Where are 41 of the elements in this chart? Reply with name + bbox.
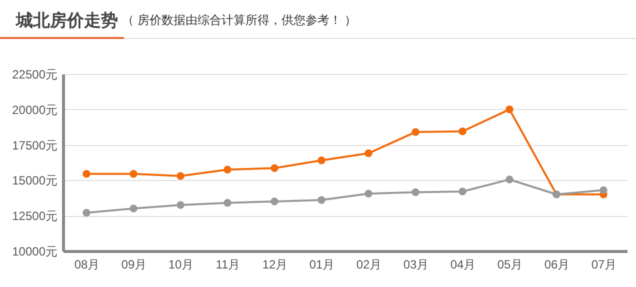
point: [364, 149, 372, 158]
point: [458, 188, 466, 196]
chart-title: 城北房价走势: [16, 10, 118, 32]
point: [412, 188, 420, 196]
point: [318, 156, 326, 164]
y-tick-label: 12500元: [12, 209, 58, 224]
point: [318, 196, 326, 204]
y-tick-label: 20000元: [12, 102, 58, 117]
point: [176, 172, 184, 180]
y-tick-label: 15000元: [12, 174, 58, 188]
point: [224, 166, 232, 174]
y-tick-label: 10000元: [12, 244, 58, 258]
x-tick-label: 01月: [309, 258, 335, 272]
x-tick-label: 04月: [450, 258, 476, 272]
point: [270, 164, 278, 172]
point: [130, 204, 138, 212]
chart-subtitle: （ 房价数据由综合计算所得，供您参考！ ）: [122, 12, 357, 29]
point: [506, 176, 514, 184]
x-tick-label: 07月: [591, 258, 617, 272]
y-tick-label: 17500元: [12, 138, 58, 152]
point: [506, 106, 514, 114]
point: [412, 128, 420, 136]
x-tick-label: 11月: [216, 258, 240, 272]
x-tick-label: 08月: [74, 258, 100, 272]
point: [270, 198, 278, 206]
x-tick-label: 06月: [544, 258, 570, 272]
point: [176, 201, 184, 209]
x-tick-label: 02月: [356, 258, 382, 272]
point: [364, 190, 372, 198]
y-tick-label: 22500元: [12, 68, 58, 82]
point: [458, 127, 466, 136]
point: [82, 208, 90, 217]
x-tick-label: 03月: [403, 258, 429, 272]
x-tick-label: 05月: [497, 258, 523, 272]
x-tick-label: 12月: [262, 258, 288, 272]
point: [600, 186, 608, 194]
x-tick-label: 10月: [168, 258, 194, 272]
point: [82, 170, 90, 178]
point: [224, 198, 232, 207]
point: [130, 170, 138, 178]
x-tick-label: 09月: [121, 258, 147, 272]
